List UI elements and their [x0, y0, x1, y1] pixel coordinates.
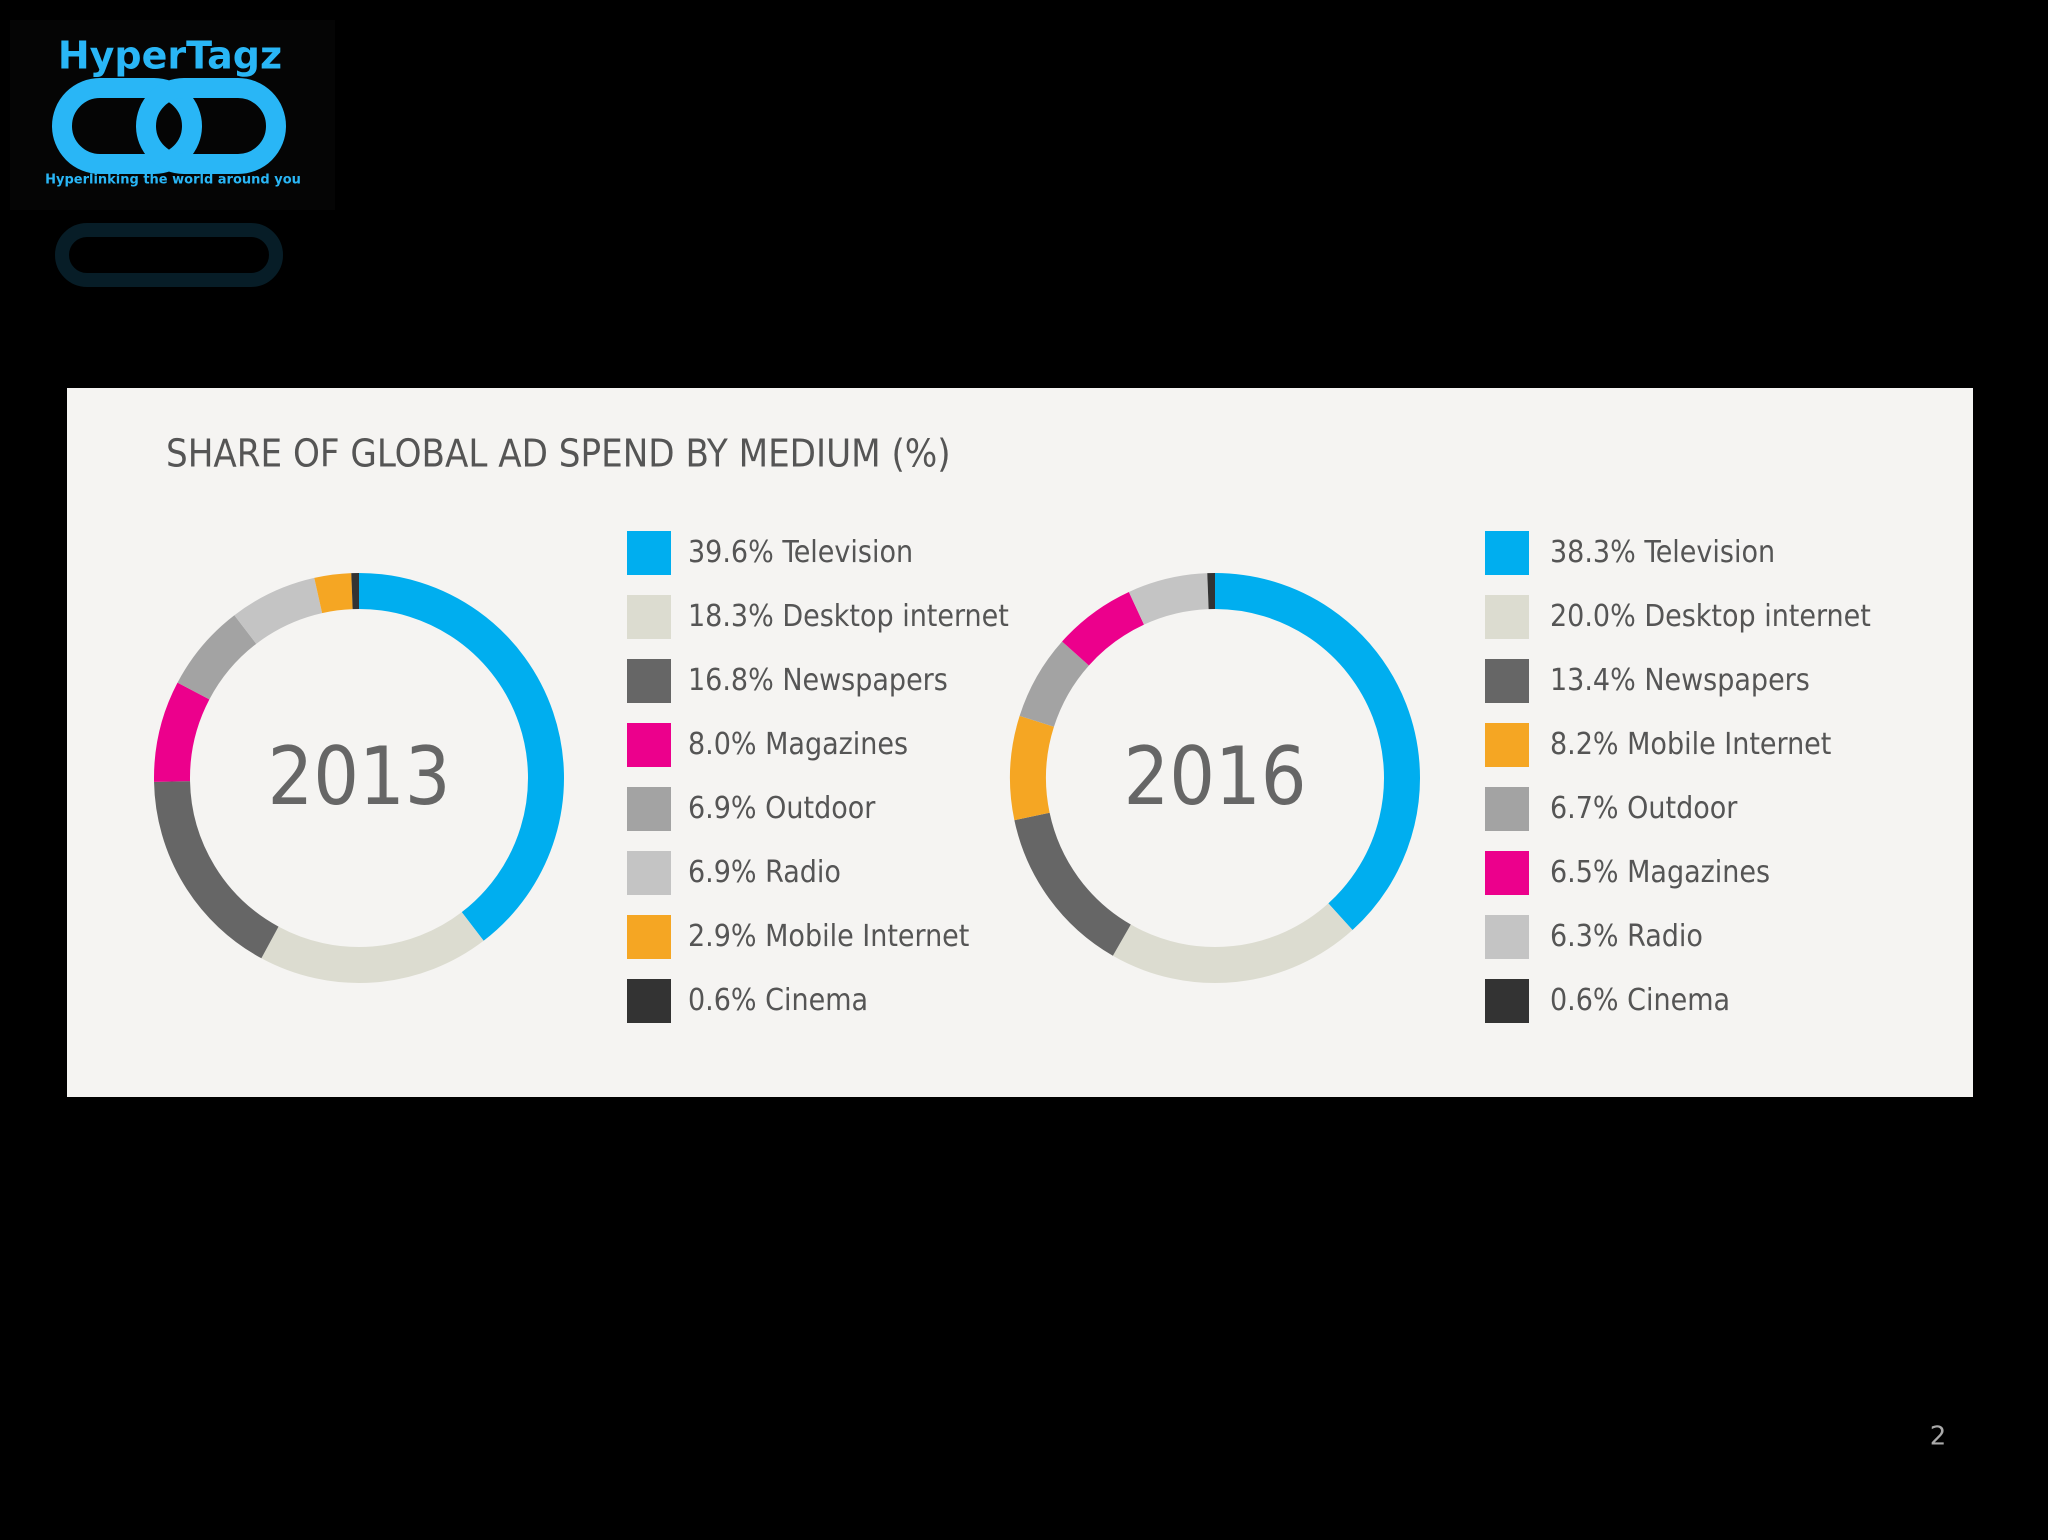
legend-swatch	[627, 915, 671, 959]
legend-value: 6.9%	[688, 855, 757, 890]
legend-swatch	[1485, 723, 1529, 767]
legend-swatch	[627, 787, 671, 831]
legend-value: 8.0%	[688, 727, 757, 762]
legend-label: Cinema	[1627, 983, 1730, 1018]
donut-segment	[1136, 591, 1208, 608]
legend-entry: 6.5% Magazines	[1550, 855, 1770, 890]
legend-label: Television	[1643, 535, 1775, 570]
legend-label: Outdoor	[1627, 791, 1738, 826]
legend-label: Mobile Internet	[1627, 727, 1831, 762]
legend-label: Television	[781, 535, 913, 570]
legend-label: Cinema	[765, 983, 868, 1018]
legend-entry: 39.6% Television	[688, 535, 913, 570]
legend-value: 6.3%	[1550, 919, 1619, 954]
legend-swatch	[1485, 979, 1529, 1023]
legend-entry: 16.8% Newspapers	[688, 663, 948, 698]
page-number: 2	[1930, 1422, 1947, 1452]
legend-value: 39.6%	[688, 535, 774, 570]
legend-value: 0.6%	[688, 983, 757, 1018]
donut-segment	[172, 691, 193, 782]
legend-value: 6.9%	[688, 791, 757, 826]
chart-title: SHARE OF GLOBAL AD SPEND BY MEDIUM (%)	[166, 432, 951, 476]
legend-label: Desktop internet	[782, 599, 1009, 634]
legend-swatch	[627, 595, 671, 639]
legend-entry: 8.2% Mobile Internet	[1550, 727, 1831, 762]
legend-label: Magazines	[1627, 855, 1770, 890]
legend-swatch	[627, 659, 671, 703]
legend-entry: 18.3% Desktop internet	[688, 599, 1009, 634]
legend-swatch	[1485, 659, 1529, 703]
donut-segment	[1028, 721, 1037, 816]
legend-entry: 13.4% Newspapers	[1550, 663, 1810, 698]
legend-value: 16.8%	[688, 663, 774, 698]
legend-swatch	[1485, 595, 1529, 639]
legend-entry: 20.0% Desktop internet	[1550, 599, 1871, 634]
center-label: 2016	[1123, 730, 1306, 823]
legend-value: 0.6%	[1550, 983, 1619, 1018]
legend-label: Desktop internet	[1644, 599, 1871, 634]
legend-value: 6.7%	[1550, 791, 1619, 826]
legend-value: 20.0%	[1550, 599, 1636, 634]
legend-swatch	[1485, 787, 1529, 831]
legend-label: Mobile Internet	[765, 919, 969, 954]
legend-value: 38.3%	[1550, 535, 1636, 570]
legend-label: Newspapers	[1644, 663, 1810, 698]
legend-value: 18.3%	[688, 599, 774, 634]
legend-entry: 0.6% Cinema	[1550, 983, 1730, 1018]
legend-value: 8.2%	[1550, 727, 1619, 762]
legend-swatch	[627, 979, 671, 1023]
legend-swatch	[1485, 851, 1529, 895]
legend-entry: 2.9% Mobile Internet	[688, 919, 969, 954]
legend-label: Newspapers	[782, 663, 948, 698]
legend-entry: 0.6% Cinema	[688, 983, 868, 1018]
legend-entry: 6.9% Outdoor	[688, 791, 876, 826]
center-label: 2013	[267, 730, 450, 823]
legend-swatch	[627, 851, 671, 895]
legend-swatch	[1485, 531, 1529, 575]
legend-label: Outdoor	[765, 791, 876, 826]
logo-tagline: Hyperlinking the world around you	[45, 173, 301, 188]
legend-entry: 8.0% Magazines	[688, 727, 908, 762]
legend-entry: 38.3% Television	[1550, 535, 1775, 570]
legend-entry: 6.3% Radio	[1550, 919, 1703, 954]
legend-value: 2.9%	[688, 919, 757, 954]
legend-swatch	[627, 531, 671, 575]
legend-value: 13.4%	[1550, 663, 1636, 698]
logo-name: HyperTagz	[58, 34, 282, 78]
legend-swatch	[1485, 915, 1529, 959]
donut-segment	[318, 591, 352, 595]
legend-swatch	[627, 723, 671, 767]
legend-label: Radio	[1627, 919, 1703, 954]
legend-label: Radio	[765, 855, 841, 890]
legend-entry: 6.9% Radio	[688, 855, 841, 890]
legend-value: 6.5%	[1550, 855, 1619, 890]
legend-label: Magazines	[765, 727, 908, 762]
legend-entry: 6.7% Outdoor	[1550, 791, 1738, 826]
